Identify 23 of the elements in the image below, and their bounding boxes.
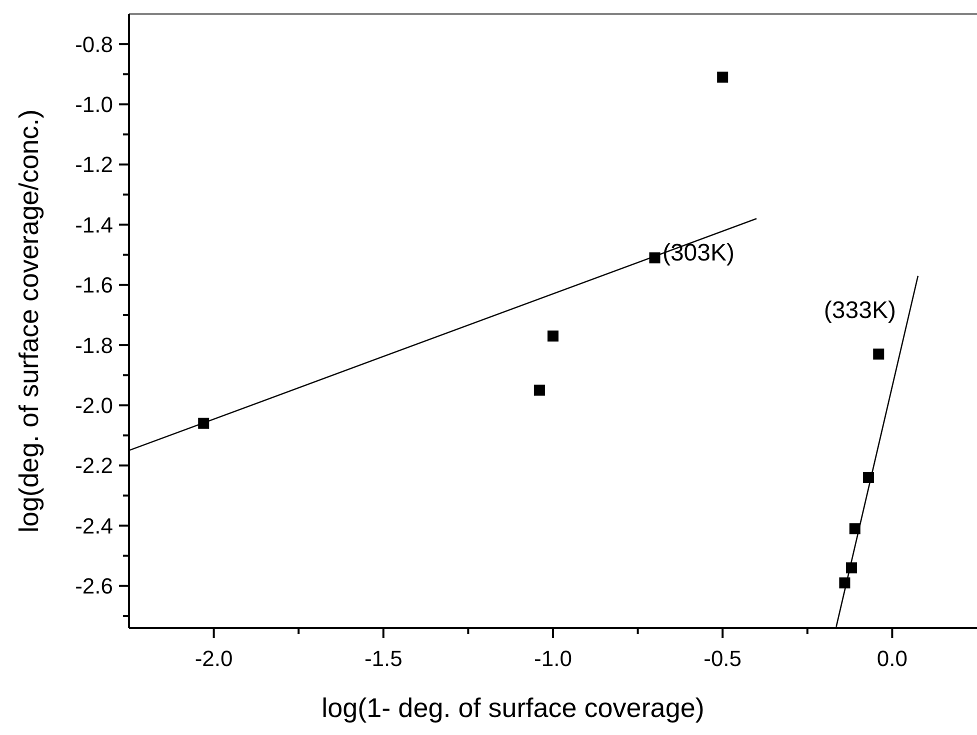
y-tick-label: -0.8 [75,32,113,57]
y-tick-label: -2.2 [75,453,113,478]
annotation: (333K) [824,296,896,324]
y-tick-label: -2.4 [75,513,113,538]
point [534,384,545,396]
y-tick-label: -1.8 [75,332,113,358]
y-tick-label: -1.6 [75,272,113,298]
point [717,72,728,83]
x-axis-title: log(1- deg. of surface coverage) [322,693,704,723]
point [548,330,558,342]
annotation: (303K) [662,240,735,267]
x-tick-label: -0.5 [704,646,742,671]
x-tick-label: 0.0 [876,646,908,671]
y-axis-title: log(deg. of surface coverage/conc.) [14,109,44,533]
point [873,348,884,360]
x-tick-label: -2.0 [194,646,233,671]
y-tick-label: -1.2 [75,152,113,178]
x-tick-label: -1.0 [534,646,572,671]
x-tick-label: -1.5 [364,646,402,671]
y-tick-label: -1.4 [75,212,113,238]
y-tick-label: -2.6 [75,574,113,599]
y-tick-label: -1.0 [75,92,113,117]
y-tick-label: -2.0 [75,392,113,418]
